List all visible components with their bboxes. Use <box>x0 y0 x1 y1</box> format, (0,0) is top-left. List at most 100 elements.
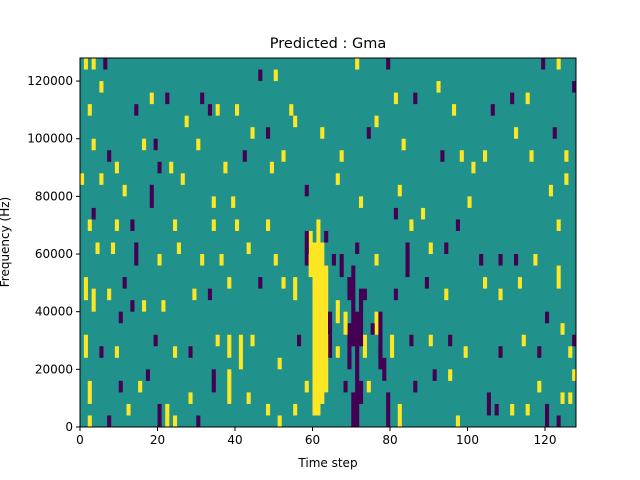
heatmap-cell <box>343 380 348 393</box>
heatmap-cell <box>114 346 119 358</box>
heatmap-cell <box>564 173 569 185</box>
heatmap-cell <box>510 403 515 416</box>
x-tick-label: 80 <box>382 433 397 447</box>
heatmap-cell <box>130 300 135 312</box>
plot-area <box>79 57 577 428</box>
heatmap-cell <box>440 150 445 162</box>
heatmap-cell <box>537 346 542 358</box>
heatmap-cell <box>308 230 313 278</box>
heatmap-cell <box>362 288 367 301</box>
heatmap-cell <box>165 403 170 427</box>
heatmap-cell <box>397 403 402 427</box>
x-axis-label: Time step <box>297 456 357 470</box>
heatmap-cell <box>545 311 550 324</box>
heatmap-cell <box>335 300 340 324</box>
y-axis-label: Frequency (Hz) <box>0 197 12 288</box>
heatmap-cell <box>87 219 92 231</box>
heatmap-cell <box>114 161 119 174</box>
x-tick-label: 120 <box>534 433 557 447</box>
heatmap-cell <box>273 254 278 266</box>
heatmap-cell <box>91 58 96 70</box>
heatmap-cell <box>521 334 526 347</box>
heatmap-cell <box>572 81 577 93</box>
heatmap-cell <box>149 92 154 105</box>
heatmap-cell <box>149 184 154 208</box>
heatmap-cell <box>362 334 367 358</box>
heatmap-cell <box>118 311 123 324</box>
heatmap-cell <box>211 219 216 231</box>
heatmap-cell <box>568 346 573 358</box>
heatmap-cell <box>304 230 309 255</box>
heatmap-cell <box>428 334 433 347</box>
heatmap-cell <box>196 415 201 427</box>
heatmap-cell <box>568 392 573 404</box>
heatmap-cell <box>184 115 189 128</box>
heatmap-cell <box>355 58 360 70</box>
y-tick-label: 100000 <box>27 132 73 146</box>
heatmap-cells <box>80 58 577 427</box>
heatmap-cell <box>223 161 228 174</box>
heatmap-cell <box>215 334 220 347</box>
heatmap-cell <box>235 104 240 116</box>
heatmap-cell <box>339 254 344 278</box>
heatmap-cell <box>157 403 162 427</box>
heatmap-cell <box>452 104 457 116</box>
heatmap-cell <box>293 277 298 301</box>
heatmap-cell <box>173 415 178 427</box>
heatmap-cell <box>316 219 321 416</box>
heatmap-cell <box>498 346 503 358</box>
heatmap-cell <box>444 242 449 255</box>
x-axis: 0 20 40 60 80 100 120 <box>76 427 556 447</box>
heatmap-cell <box>99 173 104 185</box>
heatmap-cell <box>374 115 379 128</box>
heatmap-cell <box>176 242 181 255</box>
heatmap-cell <box>219 254 224 266</box>
heatmap-cell <box>138 380 143 393</box>
y-tick-label: 60000 <box>35 247 73 261</box>
heatmap-cell <box>169 161 174 174</box>
heatmap-cell <box>238 334 243 370</box>
heatmap-cell <box>393 288 398 301</box>
heatmap-cell <box>413 92 418 105</box>
heatmap-cell <box>266 403 271 416</box>
heatmap-cell <box>529 150 534 162</box>
heatmap-cell <box>165 92 170 105</box>
heatmap-cell <box>269 161 274 174</box>
heatmap-cell <box>200 254 205 266</box>
heatmap-cell <box>374 254 379 266</box>
heatmap-cell <box>80 173 85 185</box>
heatmap-cell <box>444 288 449 301</box>
heatmap-cell <box>111 242 116 255</box>
heatmap-cell <box>386 58 391 70</box>
heatmap-cell <box>498 288 503 301</box>
heatmap-cell <box>99 346 104 358</box>
heatmap-cell <box>91 288 96 312</box>
heatmap-cell <box>386 392 391 427</box>
heatmap-cell <box>483 150 488 162</box>
y-tick-label: 120000 <box>27 74 73 88</box>
heatmap-cell <box>413 380 418 393</box>
heatmap-cell <box>541 58 546 70</box>
heatmap-cell <box>556 58 561 70</box>
heatmap-cell <box>355 311 360 427</box>
heatmap-cell <box>351 392 356 427</box>
heatmap-cell <box>366 380 371 393</box>
heatmap-cell <box>95 242 100 255</box>
heatmap-cell <box>258 69 263 82</box>
heatmap-cell <box>351 265 356 347</box>
heatmap-cell <box>343 311 348 335</box>
heatmap-cell <box>405 242 410 278</box>
heatmap-cell <box>142 138 147 151</box>
heatmap-cell <box>545 403 550 427</box>
x-tick-label: 20 <box>150 433 165 447</box>
heatmap-cell <box>122 184 127 197</box>
heatmap-cell <box>312 242 317 416</box>
heatmap-cell <box>359 196 364 208</box>
heatmap-cell <box>324 230 329 243</box>
heatmap-cell <box>552 127 557 139</box>
heatmap-cell <box>130 219 135 231</box>
heatmap-cell <box>273 69 278 82</box>
heatmap-cell <box>560 323 565 335</box>
heatmap-cell <box>246 392 251 404</box>
heatmap-cell <box>374 311 379 335</box>
